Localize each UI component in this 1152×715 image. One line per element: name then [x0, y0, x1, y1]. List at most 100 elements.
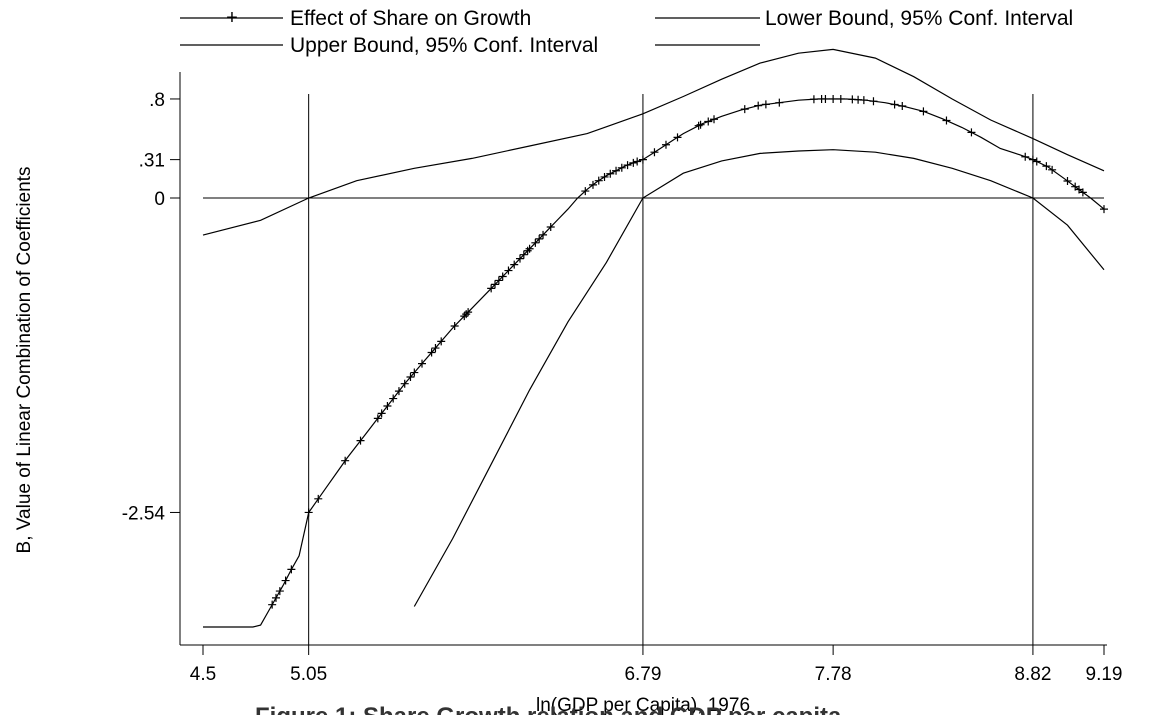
effect-point-marker [606, 169, 615, 178]
effect-point-marker [539, 230, 548, 239]
effect-point-marker [275, 587, 284, 596]
effect-point-marker [809, 95, 818, 104]
y-ticks: -2.54 0 .31 .8 [122, 90, 180, 524]
effect-point-marker [638, 155, 647, 164]
effect-point-marker [581, 187, 590, 196]
effect-point-marker [535, 234, 544, 243]
effect-point-marker [525, 244, 534, 253]
effect-point-marker [519, 250, 528, 259]
effect-point-marker [1028, 155, 1037, 164]
x-axis-title: ln(GDP per Capita), 1976 [536, 695, 750, 715]
x-tick-label: 5.05 [290, 664, 327, 685]
effect-point-marker [450, 322, 459, 331]
effect-point-marker [629, 158, 638, 167]
figure-caption: Figure 1: Share Growth relation and GDP … [255, 703, 842, 715]
effect-point-marker [431, 344, 440, 353]
effect-point-marker [394, 387, 403, 396]
effect-point-marker [373, 414, 382, 423]
effect-point-marker [498, 272, 507, 281]
series-line-lower [413, 149, 1105, 607]
effect-point-marker [427, 348, 436, 357]
effect-point-marker [650, 148, 659, 157]
x-tick-label: 8.82 [1014, 664, 1051, 685]
effect-point-marker [1063, 177, 1072, 186]
effect-point-marker [491, 280, 500, 289]
effect-point-marker [268, 600, 277, 609]
effect-point-marker [588, 180, 597, 189]
x-tick-label: 9.19 [1086, 664, 1123, 685]
effect-point-marker [389, 394, 398, 403]
effect-point-marker [740, 105, 749, 114]
legend-label-upper: Upper Bound, 95% Conf. Interval [290, 34, 598, 57]
marker-layer [268, 94, 1108, 609]
effect-point-marker [821, 94, 830, 103]
effect-point-marker [836, 94, 845, 103]
effect-point-marker [1100, 205, 1108, 214]
effect-point-marker [523, 246, 532, 255]
y-tick-label: .31 [139, 151, 165, 172]
legend: + Effect of Share on Growth Lower Bound,… [180, 7, 1073, 57]
effect-point-marker [869, 97, 878, 106]
effect-point-marker [761, 100, 770, 109]
effect-point-marker [1032, 157, 1041, 166]
effect-point-marker [617, 163, 626, 172]
effect-point-marker [281, 576, 290, 585]
effect-point-marker [696, 120, 705, 129]
effect-point-marker [623, 161, 632, 170]
x-ticks: 4.5 5.05 6.79 7.78 8.82 9.19 [190, 645, 1123, 685]
effect-point-marker [383, 401, 392, 410]
effect-point-marker [890, 100, 899, 109]
effect-point-marker [460, 312, 469, 321]
effect-point-marker [594, 176, 603, 185]
effect-point-marker [967, 128, 976, 137]
y-tick-label: 0 [154, 189, 165, 210]
x-tick-label: 6.79 [624, 664, 661, 685]
effect-point-marker [356, 436, 365, 445]
effect-point-marker [829, 94, 838, 103]
effect-point-marker [775, 98, 784, 107]
effect-point-marker [464, 308, 473, 317]
effect-point-marker [942, 116, 951, 125]
effect-point-marker [754, 101, 763, 110]
effect-point-marker [418, 359, 427, 368]
effect-point-marker [515, 254, 524, 263]
effect-point-marker [462, 310, 471, 319]
effect-point-marker [1042, 162, 1051, 171]
effect-point-marker [410, 368, 419, 377]
effect-point-marker [437, 337, 446, 346]
effect-point-marker [661, 140, 670, 149]
effect-point-marker [1048, 165, 1057, 174]
effect-point-marker [600, 172, 609, 181]
effect-point-marker [341, 456, 350, 465]
y-axis-title: B, Value of Linear Combination of Coeffi… [14, 167, 35, 554]
axes [179, 72, 1107, 646]
y-tick-label: -2.54 [122, 503, 166, 524]
effect-point-marker [546, 222, 555, 231]
series-layer [202, 48, 1105, 628]
legend-marker-effect: + [226, 7, 238, 29]
effect-point-marker [612, 166, 621, 175]
effect-point-marker [406, 373, 415, 382]
legend-label-effect: Effect of Share on Growth [290, 7, 531, 30]
effect-point-marker [1078, 188, 1087, 197]
effect-point-marker [494, 276, 503, 285]
effect-point-marker [287, 565, 296, 574]
legend-label-lower: Lower Bound, 95% Conf. Interval [765, 7, 1073, 30]
reference-lines [203, 94, 1104, 645]
effect-point-marker [704, 117, 713, 126]
effect-point-marker [510, 260, 519, 269]
effect-point-marker [272, 593, 281, 602]
effect-point-marker [487, 284, 496, 293]
effect-point-marker [314, 494, 323, 503]
x-tick-label: 4.5 [190, 664, 216, 685]
effect-point-marker [633, 157, 642, 166]
effect-point-marker [400, 379, 409, 388]
effect-point-marker [919, 107, 928, 116]
x-tick-label: 7.78 [815, 664, 852, 685]
effect-point-marker [898, 102, 907, 111]
effect-point-marker [504, 266, 513, 275]
effect-point-marker [859, 96, 868, 105]
effect-point-marker [304, 508, 313, 517]
effect-point-marker [531, 238, 540, 247]
